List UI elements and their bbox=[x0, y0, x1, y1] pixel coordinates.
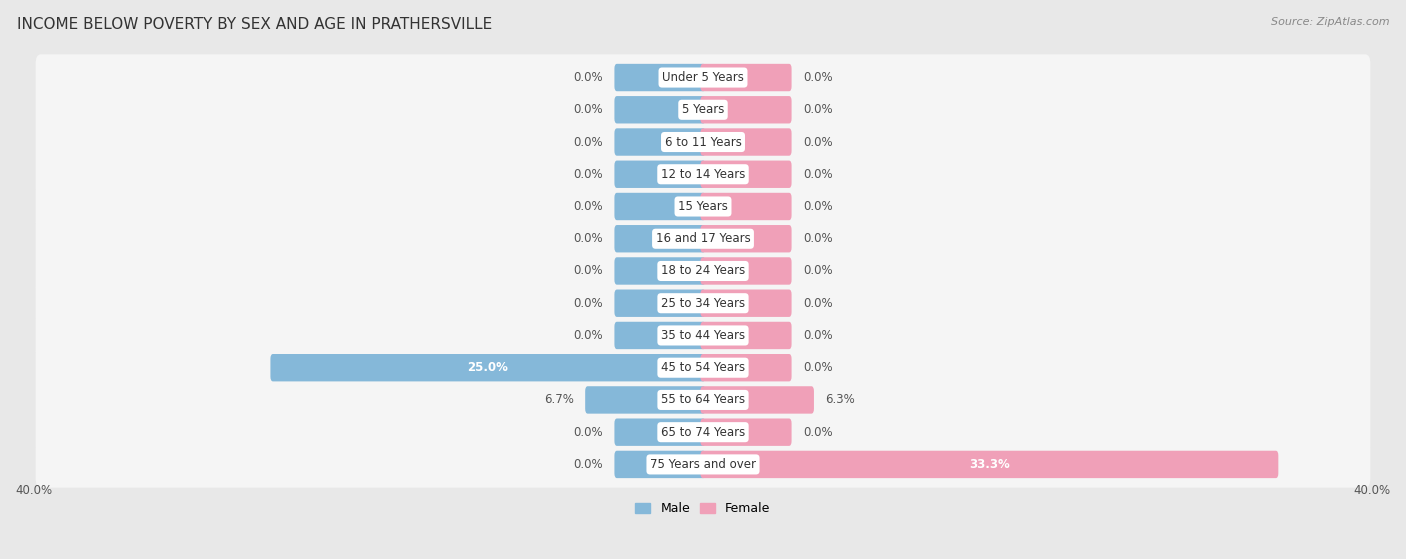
Text: 0.0%: 0.0% bbox=[574, 232, 603, 245]
Text: 15 Years: 15 Years bbox=[678, 200, 728, 213]
FancyBboxPatch shape bbox=[35, 183, 1371, 230]
FancyBboxPatch shape bbox=[614, 451, 706, 478]
Text: 0.0%: 0.0% bbox=[574, 168, 603, 181]
FancyBboxPatch shape bbox=[35, 312, 1371, 359]
Text: 6.7%: 6.7% bbox=[544, 394, 574, 406]
FancyBboxPatch shape bbox=[700, 419, 792, 446]
FancyBboxPatch shape bbox=[700, 225, 792, 253]
FancyBboxPatch shape bbox=[614, 96, 706, 124]
Text: 5 Years: 5 Years bbox=[682, 103, 724, 116]
Text: 16 and 17 Years: 16 and 17 Years bbox=[655, 232, 751, 245]
Text: 35 to 44 Years: 35 to 44 Years bbox=[661, 329, 745, 342]
Text: Under 5 Years: Under 5 Years bbox=[662, 71, 744, 84]
Text: 40.0%: 40.0% bbox=[1354, 484, 1391, 497]
FancyBboxPatch shape bbox=[700, 160, 792, 188]
Text: 25 to 34 Years: 25 to 34 Years bbox=[661, 297, 745, 310]
Legend: Male, Female: Male, Female bbox=[630, 498, 776, 520]
FancyBboxPatch shape bbox=[35, 377, 1371, 423]
Text: 0.0%: 0.0% bbox=[574, 200, 603, 213]
Text: 0.0%: 0.0% bbox=[803, 361, 832, 374]
FancyBboxPatch shape bbox=[35, 409, 1371, 456]
Text: 0.0%: 0.0% bbox=[574, 329, 603, 342]
Text: 0.0%: 0.0% bbox=[803, 297, 832, 310]
Text: 0.0%: 0.0% bbox=[803, 103, 832, 116]
FancyBboxPatch shape bbox=[700, 257, 792, 285]
Text: 12 to 14 Years: 12 to 14 Years bbox=[661, 168, 745, 181]
FancyBboxPatch shape bbox=[35, 280, 1371, 326]
Text: 25.0%: 25.0% bbox=[468, 361, 509, 374]
Text: 6.3%: 6.3% bbox=[825, 394, 855, 406]
Text: 0.0%: 0.0% bbox=[803, 264, 832, 277]
Text: 65 to 74 Years: 65 to 74 Years bbox=[661, 426, 745, 439]
FancyBboxPatch shape bbox=[700, 129, 792, 156]
FancyBboxPatch shape bbox=[35, 216, 1371, 262]
Text: 18 to 24 Years: 18 to 24 Years bbox=[661, 264, 745, 277]
FancyBboxPatch shape bbox=[700, 386, 814, 414]
Text: 0.0%: 0.0% bbox=[574, 103, 603, 116]
Text: 33.3%: 33.3% bbox=[969, 458, 1010, 471]
Text: 40.0%: 40.0% bbox=[15, 484, 52, 497]
FancyBboxPatch shape bbox=[700, 354, 792, 381]
FancyBboxPatch shape bbox=[700, 64, 792, 91]
FancyBboxPatch shape bbox=[614, 64, 706, 91]
Text: 6 to 11 Years: 6 to 11 Years bbox=[665, 135, 741, 149]
Text: 55 to 64 Years: 55 to 64 Years bbox=[661, 394, 745, 406]
Text: 0.0%: 0.0% bbox=[574, 135, 603, 149]
Text: 75 Years and over: 75 Years and over bbox=[650, 458, 756, 471]
FancyBboxPatch shape bbox=[700, 193, 792, 220]
FancyBboxPatch shape bbox=[614, 290, 706, 317]
FancyBboxPatch shape bbox=[700, 96, 792, 124]
FancyBboxPatch shape bbox=[614, 419, 706, 446]
FancyBboxPatch shape bbox=[35, 87, 1371, 133]
FancyBboxPatch shape bbox=[35, 151, 1371, 197]
Text: Source: ZipAtlas.com: Source: ZipAtlas.com bbox=[1271, 17, 1389, 27]
Text: 0.0%: 0.0% bbox=[574, 426, 603, 439]
FancyBboxPatch shape bbox=[614, 225, 706, 253]
FancyBboxPatch shape bbox=[35, 248, 1371, 294]
Text: 0.0%: 0.0% bbox=[574, 458, 603, 471]
Text: 0.0%: 0.0% bbox=[574, 264, 603, 277]
FancyBboxPatch shape bbox=[614, 257, 706, 285]
FancyBboxPatch shape bbox=[35, 441, 1371, 487]
Text: 0.0%: 0.0% bbox=[803, 329, 832, 342]
Text: 0.0%: 0.0% bbox=[803, 135, 832, 149]
FancyBboxPatch shape bbox=[270, 354, 706, 381]
FancyBboxPatch shape bbox=[700, 322, 792, 349]
FancyBboxPatch shape bbox=[614, 129, 706, 156]
FancyBboxPatch shape bbox=[35, 119, 1371, 165]
FancyBboxPatch shape bbox=[614, 193, 706, 220]
Text: 0.0%: 0.0% bbox=[803, 200, 832, 213]
FancyBboxPatch shape bbox=[700, 451, 1278, 478]
FancyBboxPatch shape bbox=[700, 290, 792, 317]
FancyBboxPatch shape bbox=[614, 160, 706, 188]
Text: 0.0%: 0.0% bbox=[574, 71, 603, 84]
Text: INCOME BELOW POVERTY BY SEX AND AGE IN PRATHERSVILLE: INCOME BELOW POVERTY BY SEX AND AGE IN P… bbox=[17, 17, 492, 32]
Text: 0.0%: 0.0% bbox=[803, 426, 832, 439]
FancyBboxPatch shape bbox=[35, 344, 1371, 391]
Text: 45 to 54 Years: 45 to 54 Years bbox=[661, 361, 745, 374]
FancyBboxPatch shape bbox=[35, 54, 1371, 101]
Text: 0.0%: 0.0% bbox=[803, 232, 832, 245]
FancyBboxPatch shape bbox=[585, 386, 706, 414]
Text: 0.0%: 0.0% bbox=[574, 297, 603, 310]
FancyBboxPatch shape bbox=[614, 322, 706, 349]
Text: 0.0%: 0.0% bbox=[803, 168, 832, 181]
Text: 0.0%: 0.0% bbox=[803, 71, 832, 84]
